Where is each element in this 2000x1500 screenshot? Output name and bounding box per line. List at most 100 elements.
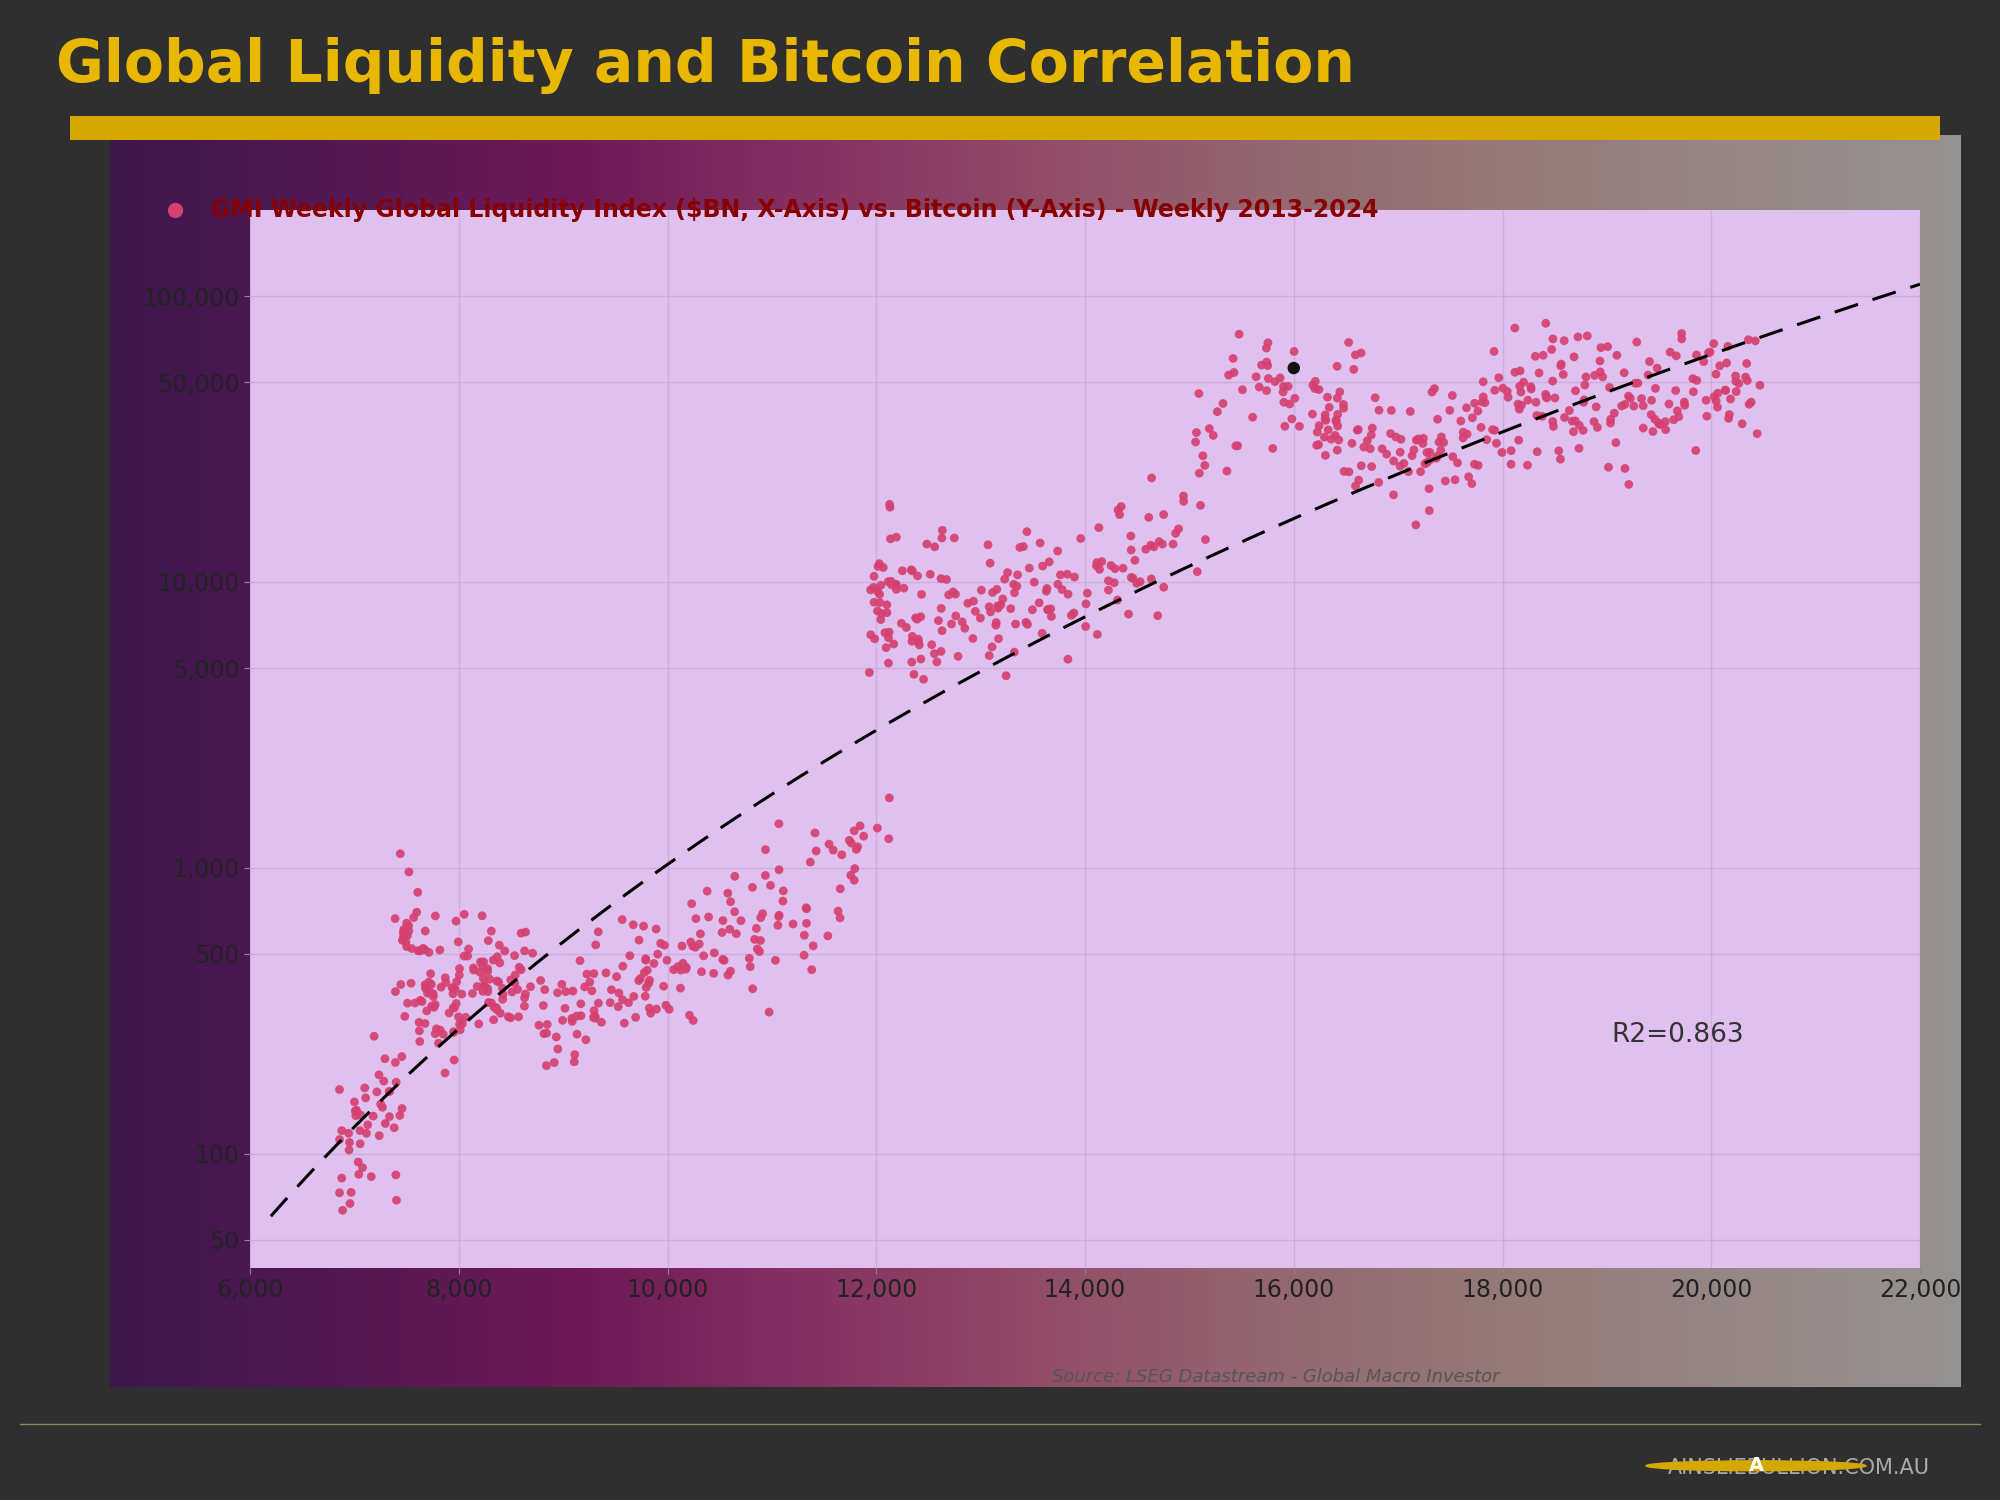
Point: [890, 615, 922, 639]
Point: [1722, 372, 1754, 396]
Point: [1554, 399, 1586, 423]
Point: [412, 981, 444, 1005]
Point: [472, 980, 504, 1004]
Point: [1520, 390, 1552, 414]
Point: [1408, 426, 1440, 450]
Point: [778, 912, 810, 936]
Point: [1694, 340, 1726, 364]
Point: [1414, 448, 1446, 472]
Point: [1458, 452, 1490, 476]
Point: [1098, 556, 1130, 580]
Point: [1614, 387, 1646, 411]
Point: [468, 974, 500, 998]
Point: [1622, 370, 1654, 394]
Point: [1430, 470, 1462, 494]
Point: [738, 927, 770, 951]
Point: [854, 578, 886, 602]
Point: [1742, 422, 1774, 446]
Point: [938, 526, 970, 550]
Point: [456, 981, 488, 1005]
Point: [1130, 537, 1162, 561]
Point: [618, 912, 650, 936]
Point: [1322, 402, 1354, 426]
Point: [364, 1092, 396, 1116]
Point: [718, 900, 750, 924]
Point: [434, 1000, 466, 1024]
Point: [416, 972, 448, 996]
Point: [1662, 405, 1694, 429]
Point: [980, 610, 1012, 634]
Point: [896, 560, 928, 584]
Point: [826, 843, 858, 867]
Point: [630, 984, 662, 1008]
Point: [1032, 597, 1064, 621]
Point: [650, 993, 682, 1017]
Point: [556, 1010, 588, 1034]
Point: [794, 850, 826, 874]
Point: [1056, 603, 1088, 627]
Point: [466, 904, 498, 928]
Point: [340, 1104, 372, 1128]
Point: [338, 1090, 370, 1114]
Point: [1628, 416, 1660, 440]
Point: [1342, 468, 1374, 492]
Point: [1480, 432, 1512, 456]
Point: [1644, 413, 1676, 436]
Point: [1244, 375, 1276, 399]
Point: [1218, 360, 1250, 384]
Point: [420, 1017, 452, 1041]
Point: [392, 859, 424, 883]
Point: [1712, 406, 1744, 430]
Point: [1524, 362, 1556, 386]
Point: [1478, 339, 1510, 363]
Point: [1658, 408, 1690, 432]
Point: [1116, 566, 1148, 590]
Point: [1636, 388, 1668, 412]
Point: [402, 880, 434, 904]
Point: [1116, 538, 1148, 562]
Point: [864, 573, 896, 597]
Point: [1486, 441, 1518, 465]
Point: [1026, 554, 1058, 578]
Point: [1558, 420, 1590, 444]
Point: [762, 914, 794, 938]
Point: [428, 1022, 460, 1046]
Point: [1148, 574, 1180, 598]
Point: [868, 555, 900, 579]
Point: [1514, 375, 1546, 399]
Point: [642, 942, 674, 966]
Point: [410, 972, 442, 996]
Point: [1612, 384, 1644, 408]
Point: [906, 582, 938, 606]
Point: [864, 582, 896, 606]
Point: [1434, 399, 1466, 423]
Point: [1356, 454, 1388, 478]
Point: [1116, 566, 1148, 590]
Point: [998, 640, 1030, 664]
Point: [902, 564, 934, 588]
Point: [1612, 472, 1644, 496]
Point: [1462, 453, 1494, 477]
Point: [992, 561, 1024, 585]
Point: [564, 948, 596, 972]
Point: [1118, 548, 1150, 572]
Point: [712, 963, 744, 987]
Point: [974, 596, 1006, 619]
Point: [468, 950, 500, 974]
Point: [1392, 459, 1424, 483]
Point: [478, 1008, 510, 1032]
Point: [390, 930, 422, 954]
Point: [1584, 360, 1616, 384]
Point: [666, 934, 698, 958]
Point: [956, 627, 988, 651]
Point: [1400, 427, 1432, 451]
Point: [332, 1122, 364, 1146]
Point: [880, 573, 912, 597]
Point: [390, 934, 422, 958]
Point: [414, 962, 446, 986]
Point: [668, 951, 700, 975]
Point: [1132, 506, 1164, 530]
Point: [1278, 387, 1310, 411]
Point: [988, 567, 1020, 591]
Point: [834, 828, 866, 852]
